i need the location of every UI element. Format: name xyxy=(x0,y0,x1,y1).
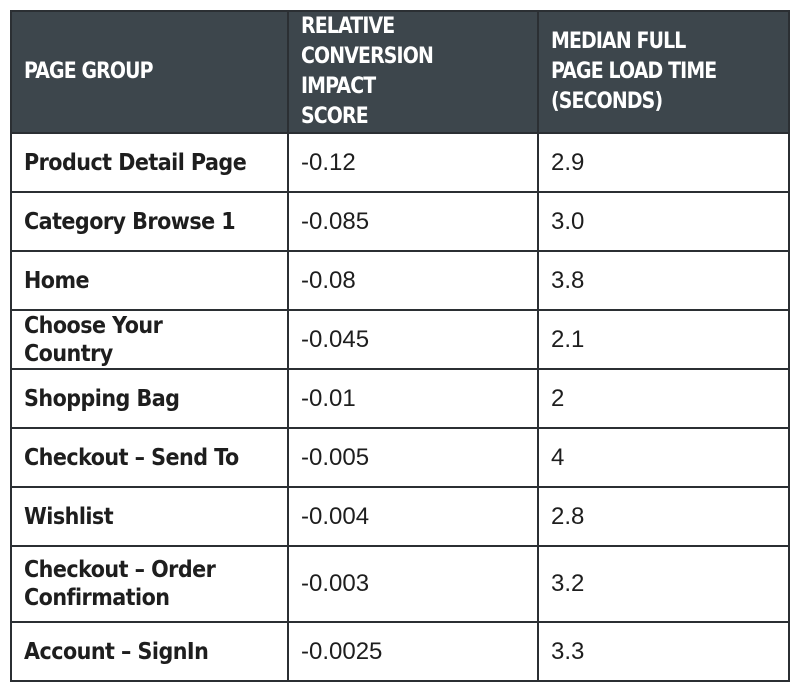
cell-impact-score: -0.08 xyxy=(287,250,539,311)
cell-page-group: Home xyxy=(10,250,289,311)
cell-impact-score: -0.004 xyxy=(287,486,539,547)
cell-load-time: 3.2 xyxy=(537,545,790,623)
cell-page-group: Category Browse 1 xyxy=(10,191,289,252)
table-body: Product Detail Page -0.12 2.9 Category Brow… xyxy=(10,132,790,682)
column-header-load-time: MEDIAN FULL PAGE LOAD TIME (SECONDS) xyxy=(537,10,790,134)
page-group-label: Shopping Bag xyxy=(24,385,180,412)
column-header-page-group: PAGE GROUP xyxy=(10,10,289,134)
column-header-label: MEDIAN FULL PAGE LOAD TIME (SECONDS) xyxy=(551,29,717,114)
page-group-label: Home xyxy=(24,267,90,294)
cell-page-group: Choose Your Country xyxy=(10,309,289,370)
table-row: Checkout – Send To -0.005 4 xyxy=(10,427,790,488)
cell-load-time: 2.8 xyxy=(537,486,790,547)
cell-page-group: Product Detail Page xyxy=(10,132,289,193)
table-row: Checkout – Order Confirmation -0.003 3.2 xyxy=(10,545,790,623)
cell-page-group: Wishlist xyxy=(10,486,289,547)
cell-load-time: 2.1 xyxy=(537,309,790,370)
header-row: PAGE GROUP RELATIVE CONVERSION IMPACT SC… xyxy=(10,10,790,134)
column-header-label: RELATIVE CONVERSION IMPACT SCORE xyxy=(301,14,434,129)
cell-impact-score: -0.045 xyxy=(287,309,539,370)
cell-load-time: 2.9 xyxy=(537,132,790,193)
column-header-label: PAGE GROUP xyxy=(24,59,153,84)
table-row: Home -0.08 3.8 xyxy=(10,250,790,311)
table-row: Wishlist -0.004 2.8 xyxy=(10,486,790,547)
page-group-label: Wishlist xyxy=(24,503,114,530)
cell-load-time: 4 xyxy=(537,427,790,488)
cell-page-group: Shopping Bag xyxy=(10,368,289,429)
data-table: PAGE GROUP RELATIVE CONVERSION IMPACT SC… xyxy=(10,10,790,682)
table-row: Category Browse 1 -0.085 3.0 xyxy=(10,191,790,252)
cell-load-time: 3.8 xyxy=(537,250,790,311)
page-group-label: Checkout – Order Confirmation xyxy=(24,557,216,611)
page-group-label: Choose Your Country xyxy=(24,312,163,367)
page-group-label: Checkout – Send To xyxy=(24,444,239,471)
cell-page-group: Account – SignIn xyxy=(10,621,289,682)
cell-impact-score: -0.085 xyxy=(287,191,539,252)
table-row: Account – SignIn -0.0025 3.3 xyxy=(10,621,790,682)
table-row: Choose Your Country -0.045 2.1 xyxy=(10,309,790,370)
table-row: Shopping Bag -0.01 2 xyxy=(10,368,790,429)
cell-page-group: Checkout – Order Confirmation xyxy=(10,545,289,623)
cell-load-time: 3.0 xyxy=(537,191,790,252)
table-row: Product Detail Page -0.12 2.9 xyxy=(10,132,790,193)
page-group-label: Category Browse 1 xyxy=(24,208,236,235)
cell-impact-score: -0.005 xyxy=(287,427,539,488)
cell-load-time: 2 xyxy=(537,368,790,429)
cell-impact-score: -0.0025 xyxy=(287,621,539,682)
cell-load-time: 3.3 xyxy=(537,621,790,682)
page-group-label: Account – SignIn xyxy=(24,638,209,665)
cell-impact-score: -0.12 xyxy=(287,132,539,193)
table-header: PAGE GROUP RELATIVE CONVERSION IMPACT SC… xyxy=(10,10,790,134)
page-group-label: Product Detail Page xyxy=(24,149,247,176)
column-header-impact-score: RELATIVE CONVERSION IMPACT SCORE xyxy=(287,10,539,134)
cell-impact-score: -0.003 xyxy=(287,545,539,623)
cell-impact-score: -0.01 xyxy=(287,368,539,429)
cell-page-group: Checkout – Send To xyxy=(10,427,289,488)
